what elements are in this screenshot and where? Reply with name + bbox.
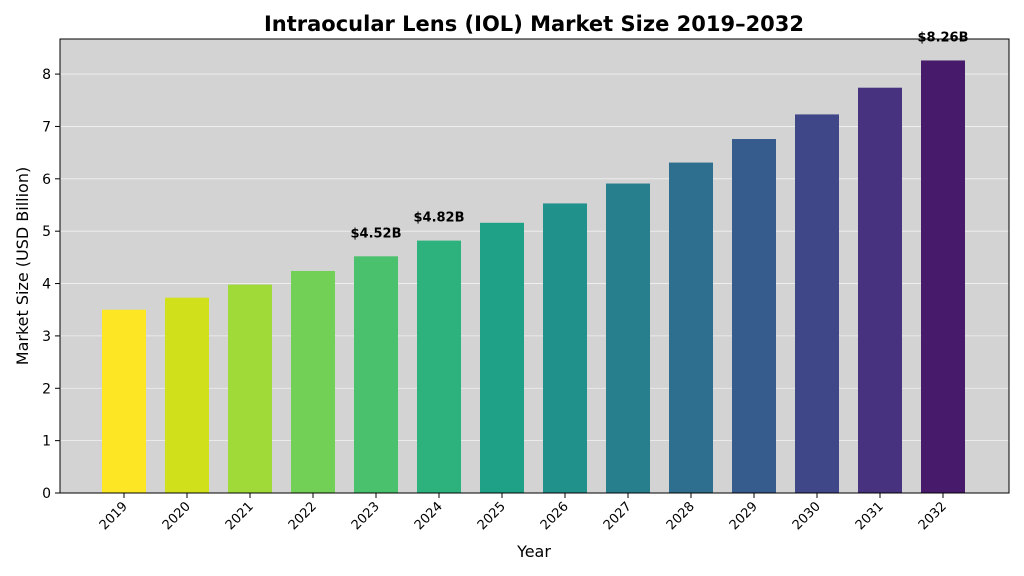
y-tick-label: 4 [42,277,51,293]
y-tick-label: 2 [42,381,51,397]
x-tick-label: 2023 [349,499,383,533]
y-tick-label: 1 [42,434,51,450]
x-tick-label: 2025 [475,499,509,533]
bar-2027 [606,184,650,493]
y-tick-label: 7 [42,119,51,135]
bar-2019 [102,310,146,493]
y-tick-label: 0 [42,486,51,502]
x-tick-label: 2019 [97,499,131,533]
x-tick-label: 2028 [664,499,698,533]
x-tick-label: 2030 [790,499,824,533]
bar-2023 [354,256,398,493]
y-tick-label: 3 [42,329,51,345]
x-tick-label: 2031 [853,499,887,533]
bar-2025 [480,223,524,493]
y-tick-label: 5 [42,224,51,240]
x-ticks: 2019 2020 2021 2022 2023 2024 2025 2026 2027 2028… [97,493,950,533]
y-axis-label: Market Size (USD Billion) [13,167,32,365]
x-tick-label: 2022 [286,499,320,533]
x-tick-label: 2021 [223,499,257,533]
x-axis-label: Year [516,542,551,561]
data-label-2024: $4.82B [413,211,464,226]
bar-chart: 012345678 2019 2020 2021 2022 2023 2024 2025 20… [0,0,1024,576]
bar-2031 [858,88,902,493]
data-label-2032: $8.26B [917,30,968,45]
chart-title: Intraocular Lens (IOL) Market Size 2019–… [264,12,804,36]
bar-2026 [543,203,587,493]
data-label-2023: $4.52B [350,226,401,241]
y-ticks: 0 1 2 3 4 5 6 7 8 [42,67,60,502]
chart-container: 012345678 2019 2020 2021 2022 2023 2024 2025 20… [0,0,1024,576]
x-tick-label: 2024 [412,499,446,533]
x-tick-label: 2029 [727,499,761,533]
y-tick-label: 8 [42,67,51,83]
x-tick-label: 2027 [601,499,635,533]
x-tick-label: 2032 [916,499,950,533]
bar-2021 [228,285,272,493]
bar-2024 [417,241,461,493]
bar-2020 [165,298,209,493]
y-tick-label: 6 [42,172,51,188]
x-tick-label: 2020 [160,499,194,533]
bar-2022 [291,271,335,493]
bar-2028 [669,163,713,493]
x-tick-label: 2026 [538,499,572,533]
bar-2032 [921,60,965,493]
bar-2029 [732,139,776,493]
bar-2030 [795,114,839,493]
